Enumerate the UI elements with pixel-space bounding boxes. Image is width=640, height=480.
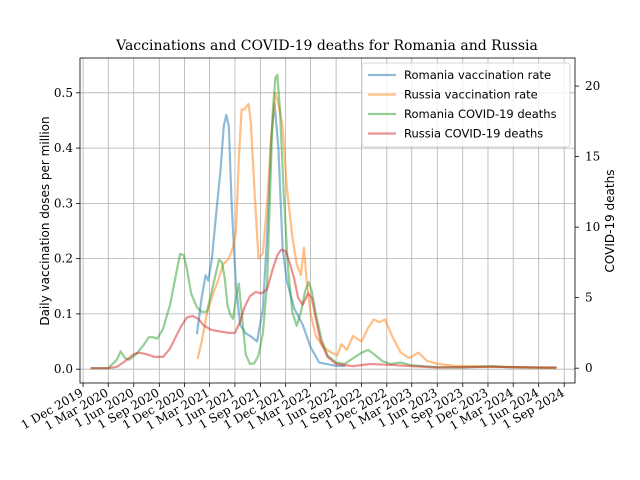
series-group — [90, 73, 557, 370]
y2-tick-label: 0 — [585, 361, 593, 375]
y-tick-label: 0.1 — [54, 307, 73, 321]
series-line-romania-covid-19-deaths — [90, 73, 557, 370]
y-axis-label: Daily vaccination doses per million — [38, 116, 52, 325]
y-tick-label: 0.5 — [54, 86, 73, 100]
y-tick-label: 0.3 — [54, 196, 73, 210]
legend-entry: Romania COVID-19 deaths — [404, 107, 557, 121]
plot-frame — [79, 57, 576, 384]
legend-entry: Russia COVID-19 deaths — [404, 127, 543, 141]
legend: Romania vaccination rate Russia vaccinati… — [361, 62, 571, 148]
y2-tick-label: 15 — [585, 150, 600, 164]
y-axis-left: 0.0 0.1 0.2 0.3 0.4 0.5 — [54, 86, 80, 376]
grid — [80, 58, 575, 383]
chart-title: Vaccinations and COVID-19 deaths for Rom… — [115, 38, 538, 54]
series-line-russia-vaccination-rate — [196, 91, 557, 370]
series-line-russia-covid-19-deaths — [90, 248, 557, 370]
y-axis-right: 0 5 10 15 20 — [575, 79, 600, 375]
y2-tick-label: 20 — [585, 79, 600, 93]
y2-axis-label: COVID-19 deaths — [603, 170, 617, 273]
legend-entry: Romania vaccination rate — [404, 68, 551, 82]
y-tick-label: 0.4 — [54, 141, 73, 155]
legend-entry: Russia vaccination rate — [404, 88, 538, 102]
y2-tick-label: 10 — [585, 220, 600, 234]
y2-tick-label: 5 — [585, 291, 593, 305]
series-line-romania-vaccination-rate — [195, 102, 346, 367]
legend-box — [361, 62, 571, 148]
y-tick-label: 0.2 — [54, 252, 73, 266]
y-tick-label: 0.0 — [54, 362, 73, 376]
